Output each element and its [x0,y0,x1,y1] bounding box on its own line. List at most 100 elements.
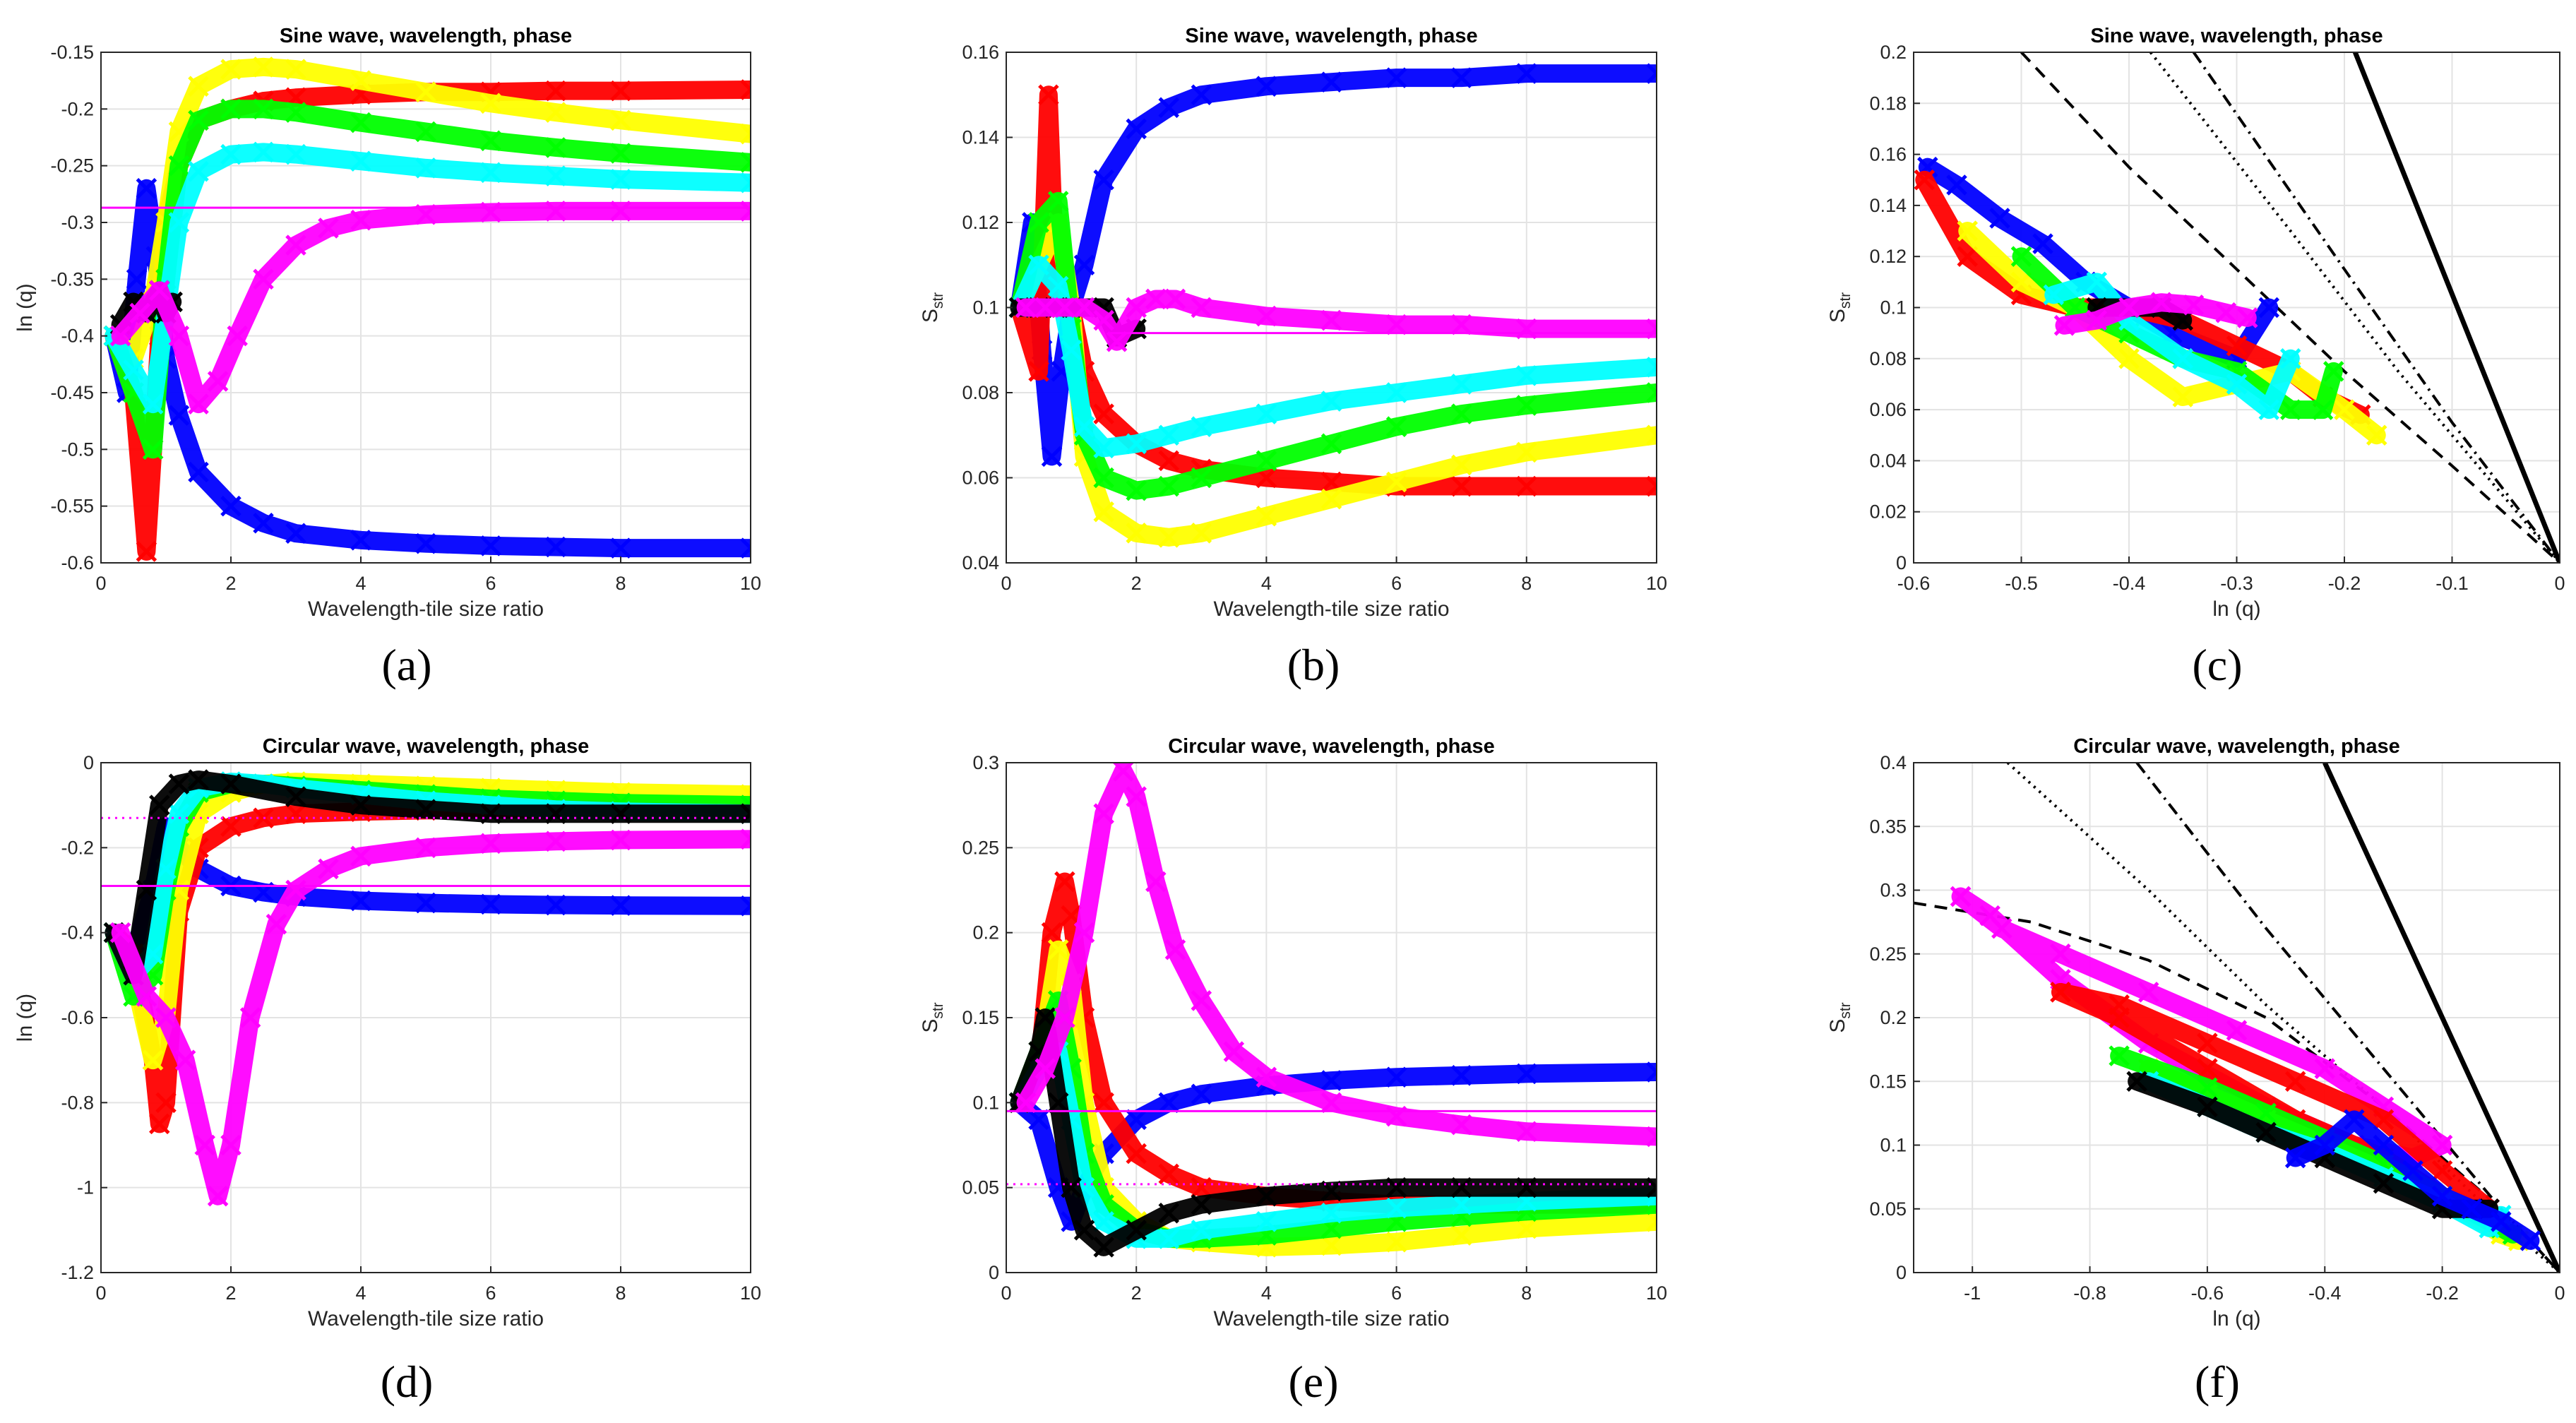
data-point-blue [136,178,157,199]
panel-label: (d) [380,1357,434,1407]
data-point-red [610,80,631,102]
data-point-magenta [168,325,190,347]
data-point-blue [1946,174,1967,196]
data-point-yellow [610,109,631,131]
data-point-green [2322,361,2344,382]
data-point-green [2312,399,2334,420]
y-tick-label: 0.05 [962,1177,999,1198]
data-point-magenta [239,1007,261,1028]
data-point-green [1158,475,1180,497]
data-point-blue [188,461,209,483]
data-point-blue [1450,67,1472,88]
series-magenta [1015,288,1657,352]
data-point-blue [168,405,190,426]
data-point-red [545,80,566,102]
data-point-blue [1158,97,1180,119]
data-point-black [1191,1193,1212,1215]
data-point-cyan [2258,399,2280,420]
y-tick-label: 0.3 [972,752,999,773]
data-point-blue [2258,297,2280,318]
data-point-red [1158,1163,1180,1185]
x-tick-label: -1 [1964,1282,1981,1304]
data-point-blue [1191,84,1212,106]
data-point-blue [480,893,501,915]
x-tick-label: -0.2 [2328,573,2361,594]
data-point-magenta [2183,294,2205,316]
data-point-red [1126,1143,1147,1165]
data-point-green [1385,416,1407,437]
x-tick-label: -0.6 [2191,1282,2224,1304]
data-point-magenta [2236,307,2258,328]
axes-box [100,52,751,564]
data-point-magenta [1320,309,1342,331]
y-tick-label: 0.15 [962,1007,999,1028]
data-point-magenta [207,1185,229,1207]
data-point-red [1646,475,1657,497]
data-point-green [1028,212,1049,233]
data-point-cyan [188,160,209,182]
data-point-magenta [415,837,436,859]
y-tick-label: -0.55 [50,496,94,517]
data-point-magenta [318,858,339,880]
data-point-red [2197,1058,2218,1079]
x-tick-label: 0 [2554,1282,2565,1304]
x-tick-label: 10 [740,1282,761,1304]
data-point-blue [1450,1065,1472,1086]
data-point-black [1093,1237,1114,1258]
data-point-blue [545,536,566,558]
data-point-magenta [1126,786,1147,807]
data-point-cyan [1093,437,1114,459]
y-tick-label: -0.25 [50,155,94,177]
data-point-black [350,794,371,816]
panel-label: (f) [2195,1357,2240,1407]
y-tick-label: -0.2 [61,98,94,119]
y-tick-label: 0 [1896,552,1907,573]
data-point-black [545,803,566,824]
y-tick-label: 0.08 [1869,348,1907,369]
data-point-cyan [2043,284,2065,306]
y-tick-label: 0.2 [1880,1007,1907,1028]
data-point-black [1047,1092,1069,1114]
data-point-black [285,786,306,807]
y-tick-label: 0.3 [1880,880,1907,901]
y-axis-label-main: S [1826,309,1849,323]
data-point-magenta [545,830,566,852]
data-point-magenta [188,393,209,415]
data-point-magenta [2226,1020,2248,1041]
data-point-magenta [109,922,131,943]
data-point-blue [2431,1185,2453,1207]
data-point-magenta [1164,939,1186,960]
y-tick-label: 0.1 [972,1092,999,1113]
data-point-magenta [149,280,170,302]
x-axis-label: Wavelength-tile size ratio [308,1307,544,1330]
series-line-magenta [1016,290,1657,351]
data-layer [1914,763,2560,1273]
y-tick-label: 0 [83,752,94,773]
data-point-magenta [109,325,131,347]
data-point-cyan [123,359,144,381]
data-point-green [480,130,501,152]
data-layer [101,56,751,562]
data-point-blue [610,537,631,559]
chart-panel-4: 0 2 4 6 8 10 -1.2 -1 -0.8 -0.6 -0.4 -0.2 0 Circular w… [13,735,761,1330]
x-tick-label: -0.4 [2308,1282,2342,1304]
data-point-red [1191,1177,1212,1198]
data-point-magenta [1073,922,1095,943]
data-point-red [2226,335,2248,357]
data-point-yellow [2172,386,2194,407]
x-tick-label: -0.5 [2005,573,2038,594]
data-point-magenta [1450,1114,1472,1136]
y-tick-label: 0.1 [1880,1135,1907,1156]
data-point-magenta [1646,1126,1657,1148]
y-tick-label: 0.06 [1869,399,1907,420]
y-axis-label-main: ln (q) [13,994,37,1042]
data-point-blue [2373,1134,2395,1156]
y-tick-label: -0.3 [61,212,94,233]
data-point-yellow [1646,1211,1657,1232]
data-point-cyan [142,393,164,415]
data-point-red [1158,450,1180,472]
y-tick-label: 0.1 [1880,297,1907,318]
data-point-green [415,121,436,143]
data-point-magenta [1979,905,2000,927]
y-tick-label: 0.4 [1880,752,1907,773]
